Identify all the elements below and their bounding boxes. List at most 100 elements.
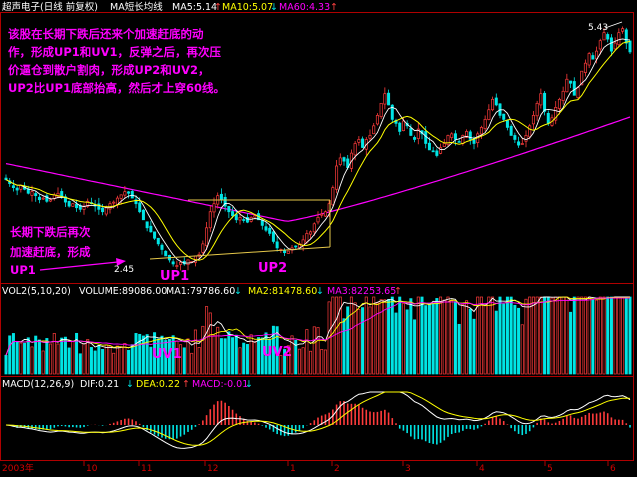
volume-bar <box>41 350 45 375</box>
candle-body <box>127 191 131 194</box>
volume-bar <box>606 296 610 375</box>
candle-body <box>294 245 298 248</box>
volume-bar <box>249 334 253 375</box>
candle-body <box>86 200 90 207</box>
candle-body <box>164 250 168 257</box>
volume-bar <box>379 299 383 375</box>
candle-body <box>312 223 316 233</box>
volume-bar <box>208 312 212 375</box>
candle-body <box>227 206 231 213</box>
candle-body <box>104 207 108 215</box>
volume-bar <box>309 350 313 375</box>
volume-bar <box>63 336 67 375</box>
dea-line <box>5 391 631 446</box>
volume-bar <box>67 347 71 375</box>
volume-bar <box>591 299 595 375</box>
candle-body <box>357 139 361 143</box>
volume-bar <box>301 347 305 375</box>
volume-bar <box>383 299 387 375</box>
candle-body <box>138 202 142 213</box>
volume-bar <box>75 332 79 375</box>
candle-body <box>546 112 550 124</box>
volume-bar <box>205 306 209 375</box>
volume-bar <box>569 311 573 375</box>
volume-bar <box>34 335 38 375</box>
candle-body <box>238 217 242 221</box>
candle-body <box>283 250 287 254</box>
volume-bar <box>543 296 547 375</box>
volume-bar <box>446 296 450 375</box>
macd-histogram <box>8 400 631 445</box>
note-line-4: UP2比UP1底部抬高，然后才上穿60线。 <box>8 81 225 95</box>
x-label-5: 5 <box>547 464 553 474</box>
candle-body <box>390 104 394 120</box>
volume-bar <box>19 342 23 375</box>
candle-body <box>309 231 313 235</box>
volume-bar <box>30 346 34 375</box>
volume-bar <box>342 318 346 375</box>
candle-body <box>572 81 576 96</box>
candle-body <box>457 141 461 143</box>
volume-bar <box>472 318 476 375</box>
volume-bar <box>628 296 632 375</box>
candle-body <box>156 237 160 245</box>
volume-bar <box>554 296 558 375</box>
volume-bar <box>424 305 428 375</box>
volume-bar <box>587 296 591 375</box>
candle-body <box>416 128 420 139</box>
candle-body <box>242 219 246 221</box>
ma60-arrow-icon: ↑ <box>330 2 338 13</box>
volume-readout: VOLUME:89086.00 <box>79 286 167 297</box>
candle-body <box>446 135 450 146</box>
candle-body <box>205 227 209 247</box>
candle-body <box>513 135 517 140</box>
candle-body <box>468 131 472 140</box>
vol-ma2-line <box>5 296 631 356</box>
up1-label: UP1 <box>160 269 189 284</box>
volume-bar <box>390 296 394 375</box>
volume-bar <box>212 334 216 375</box>
candle-body <box>557 98 561 109</box>
volume-bar <box>56 343 60 375</box>
ma10-line <box>5 40 631 261</box>
candle-body <box>286 250 290 254</box>
volume-bar <box>97 345 101 375</box>
volume-bar <box>427 303 431 375</box>
vol-ma1-readout: MA1:79786.60 <box>166 286 235 297</box>
candle-body <box>528 125 532 138</box>
volume-bar <box>134 333 138 375</box>
candle-body <box>130 191 134 199</box>
volume-bar <box>479 296 483 375</box>
volume-bar <box>82 343 86 375</box>
x-label-11: 11 <box>141 464 152 474</box>
volume-bar <box>171 335 175 375</box>
uv1-label: UV1 <box>152 347 182 362</box>
candle-body <box>320 213 324 216</box>
candle-body <box>598 40 602 50</box>
volume-bar <box>439 296 443 375</box>
candle-body <box>145 221 149 229</box>
candle-body <box>613 42 617 50</box>
time-axis: 2003年 10 11 12 1 2 3 4 5 6 <box>2 462 616 474</box>
candle-body <box>260 219 264 226</box>
candle-body <box>479 127 483 135</box>
candle-body <box>372 125 376 135</box>
volume-bar <box>576 296 580 375</box>
volume-bar <box>546 296 550 375</box>
volume-bar <box>335 296 339 375</box>
volume-bar <box>372 296 376 375</box>
volume-bar <box>398 296 402 375</box>
x-label-12: 12 <box>207 464 218 474</box>
volume-bar <box>387 299 391 375</box>
candle-body <box>71 203 75 207</box>
candle-body <box>543 92 547 112</box>
left-note-line-2: 加速赶底，形成 <box>9 245 91 259</box>
volume-bar <box>320 349 324 375</box>
candle-body <box>472 139 476 144</box>
dea-readout: DEA:0.22 <box>136 379 180 390</box>
volume-bar <box>305 329 309 375</box>
volume-bar <box>349 296 353 375</box>
volume-bar <box>8 335 12 375</box>
candle-body <box>453 133 457 140</box>
candle-body <box>4 177 8 180</box>
